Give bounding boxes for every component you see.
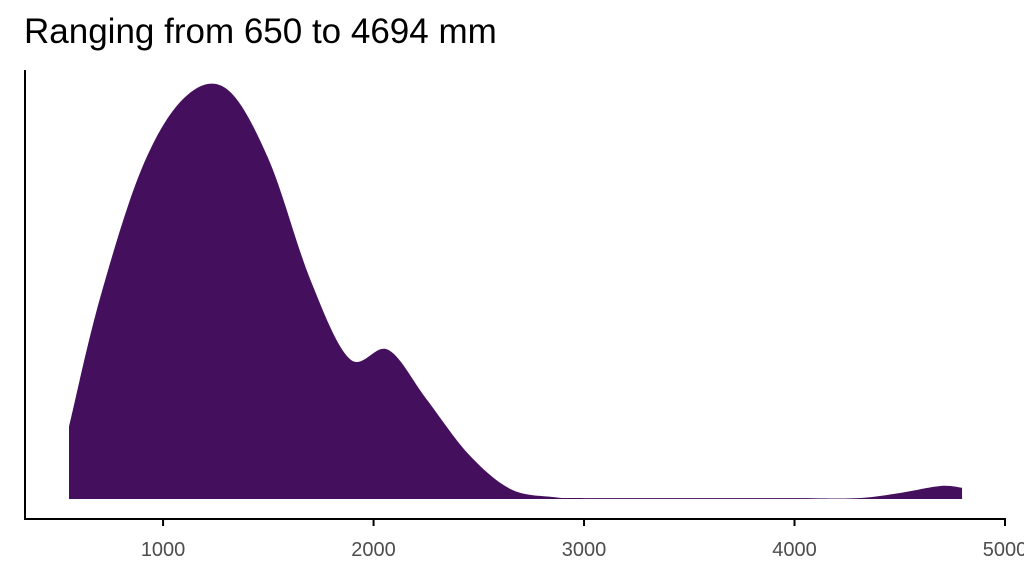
density-area: [68, 83, 963, 500]
chart-title: Ranging from 650 to 4694 mm: [24, 12, 497, 51]
x-tick-label: 3000: [562, 539, 607, 561]
x-tick-label: 5000: [983, 539, 1024, 561]
x-tick-label: 2000: [351, 539, 396, 561]
x-tick-label: 4000: [772, 539, 817, 561]
x-tick-label: 1000: [141, 539, 186, 561]
